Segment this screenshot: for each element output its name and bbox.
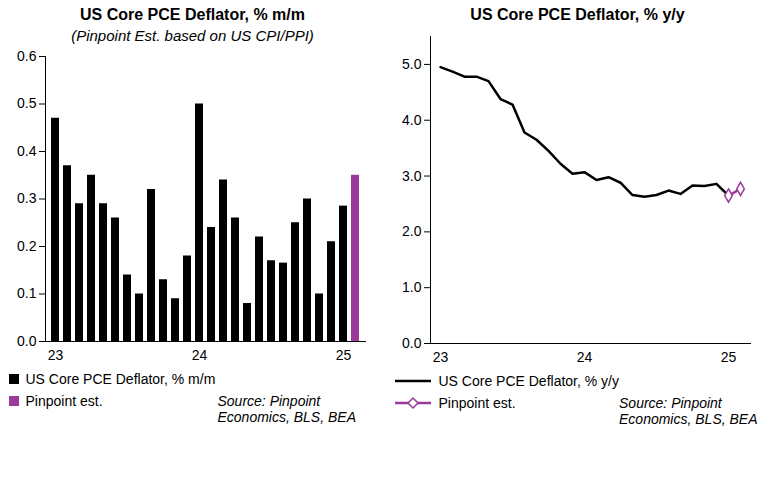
svg-text:4.0: 4.0 xyxy=(402,112,422,128)
svg-text:5.0: 5.0 xyxy=(402,56,422,72)
svg-text:0.4: 0.4 xyxy=(17,143,37,159)
svg-text:24: 24 xyxy=(191,347,207,363)
html-text:Pinpoint est.: Pinpoint est. xyxy=(25,393,103,409)
html-text:US Core PCE Deflator, % y/y: US Core PCE Deflator, % y/y xyxy=(470,6,685,23)
html-text:US Core PCE Deflator, % y/y: US Core PCE Deflator, % y/y xyxy=(438,373,619,389)
html-text:US Core PCE Deflator, % m/m: US Core PCE Deflator, % m/m xyxy=(80,6,305,23)
svg-text:0.3: 0.3 xyxy=(17,190,37,206)
svg-text:0.2: 0.2 xyxy=(17,238,37,254)
svg-text:25: 25 xyxy=(335,347,351,363)
svg-text:24: 24 xyxy=(576,349,592,365)
svg-text:0.5: 0.5 xyxy=(17,95,37,111)
svg-text:3.0: 3.0 xyxy=(402,168,422,184)
svg-text:23: 23 xyxy=(432,349,448,365)
svg-text:25: 25 xyxy=(720,349,736,365)
html-text:US Core PCE Deflator, % m/m: US Core PCE Deflator, % m/m xyxy=(25,371,216,387)
svg-text:0.0: 0.0 xyxy=(17,333,37,349)
svg-text:0.6: 0.6 xyxy=(17,48,37,64)
svg-text:2.0: 2.0 xyxy=(402,223,422,239)
svg-text:23: 23 xyxy=(47,347,63,363)
svg-text:0.1: 0.1 xyxy=(17,285,37,301)
svg-text:0.0: 0.0 xyxy=(402,335,422,351)
html-text:Pinpoint est.: Pinpoint est. xyxy=(438,395,516,411)
svg-text:1.0: 1.0 xyxy=(402,279,422,295)
html-text:Source: Pinpoint Economics, BL: Source: Pinpoint Economics, BLS, BEA xyxy=(619,395,758,427)
html-text:(Pinpoint Est. based on US CPI: (Pinpoint Est. based on US CPI/PPI) xyxy=(71,27,314,44)
html-text:Source: Pinpoint Economics, BL: Source: Pinpoint Economics, BLS, BEA xyxy=(217,393,356,425)
